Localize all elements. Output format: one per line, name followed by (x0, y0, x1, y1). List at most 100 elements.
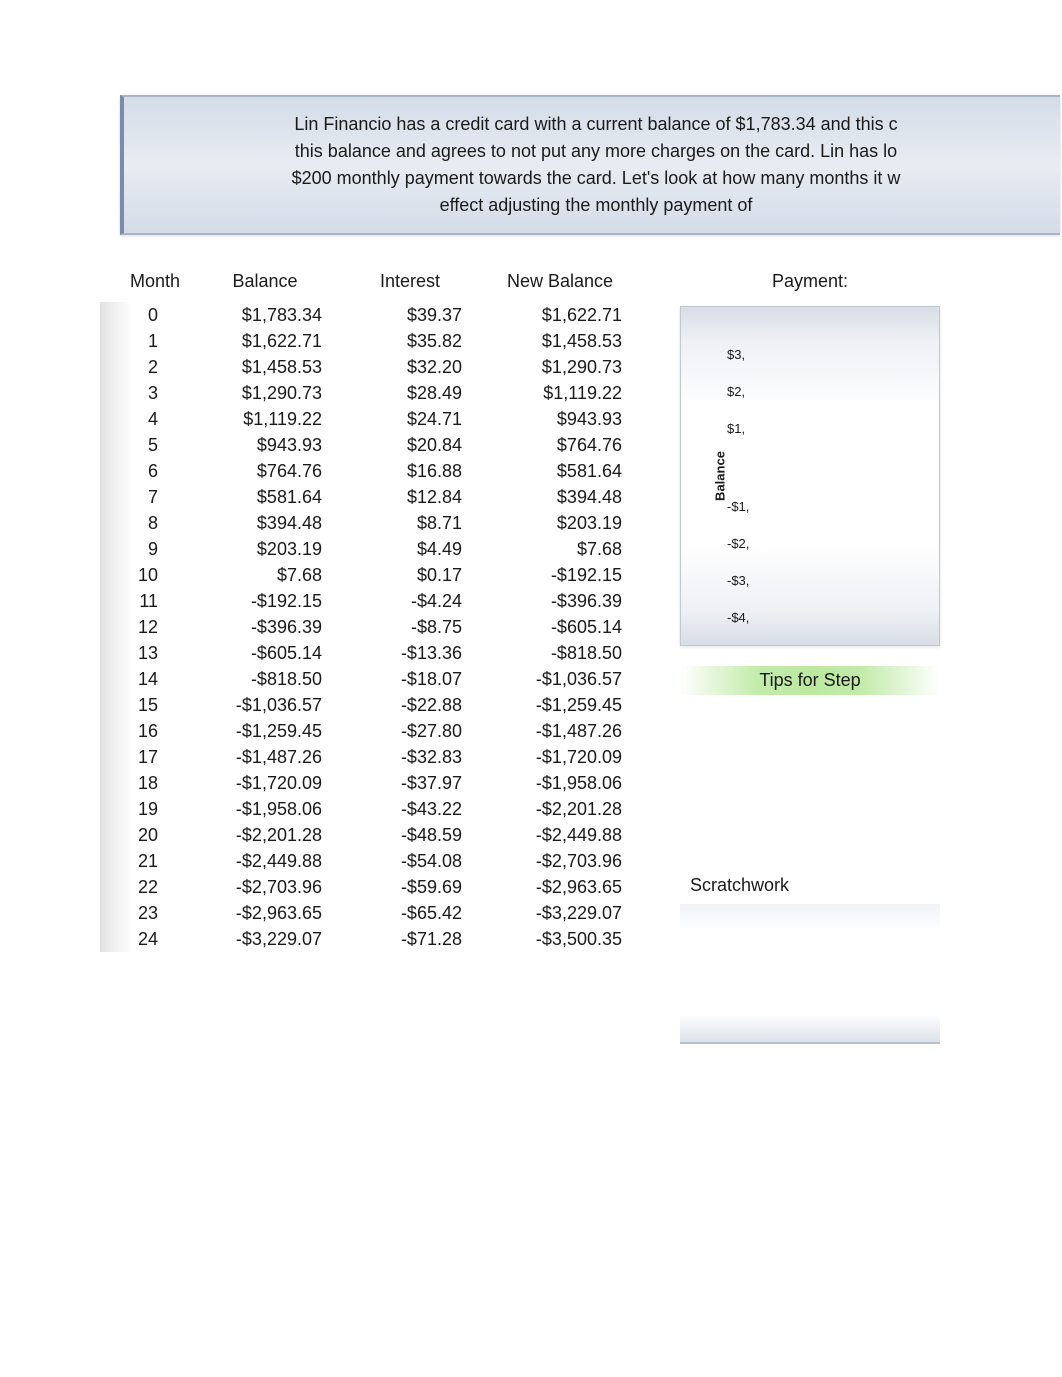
amortization-table-container: Month Balance Interest New Balance 0$1,7… (100, 265, 640, 1044)
table-cell: -$13.36 (340, 640, 480, 666)
y-tick: -$2, (727, 536, 749, 551)
table-cell: -$2,201.28 (190, 822, 340, 848)
table-cell: 15 (100, 692, 190, 718)
table-cell: 18 (100, 770, 190, 796)
table-row: 10$7.68$0.17-$192.15 (100, 562, 640, 588)
table-cell: $1,290.73 (190, 380, 340, 406)
table-cell: 4 (100, 406, 190, 432)
table-cell: -$65.42 (340, 900, 480, 926)
table-cell: 5 (100, 432, 190, 458)
table-row: 2$1,458.53$32.20$1,290.73 (100, 354, 640, 380)
table-cell: $0.17 (340, 562, 480, 588)
table-cell: -$2,963.65 (480, 874, 640, 900)
table-cell: -$1,487.26 (190, 744, 340, 770)
table-cell: 0 (100, 302, 190, 328)
table-cell: 20 (100, 822, 190, 848)
table-row: 16-$1,259.45-$27.80-$1,487.26 (100, 718, 640, 744)
header-balance: Balance (190, 265, 340, 302)
table-row: 3$1,290.73$28.49$1,119.22 (100, 380, 640, 406)
table-cell: -$1,036.57 (190, 692, 340, 718)
table-cell: 13 (100, 640, 190, 666)
table-cell: $8.71 (340, 510, 480, 536)
table-cell: $1,783.34 (190, 302, 340, 328)
table-row: 4$1,119.22$24.71$943.93 (100, 406, 640, 432)
table-cell: -$2,201.28 (480, 796, 640, 822)
table-cell: $1,290.73 (480, 354, 640, 380)
table-cell: -$1,487.26 (480, 718, 640, 744)
table-cell: -$396.39 (480, 588, 640, 614)
table-row: 5$943.93$20.84$764.76 (100, 432, 640, 458)
table-row: 8$394.48$8.71$203.19 (100, 510, 640, 536)
table-cell: $394.48 (480, 484, 640, 510)
intro-line: $200 monthly payment towards the card. L… (142, 165, 1050, 192)
table-cell: -$4.24 (340, 588, 480, 614)
table-cell: $1,458.53 (190, 354, 340, 380)
table-cell: $7.68 (480, 536, 640, 562)
table-cell: 21 (100, 848, 190, 874)
table-cell: -$2,963.65 (190, 900, 340, 926)
table-cell: -$2,703.96 (480, 848, 640, 874)
table-cell: -$1,720.09 (480, 744, 640, 770)
table-cell: $943.93 (190, 432, 340, 458)
table-row: 11-$192.15-$4.24-$396.39 (100, 588, 640, 614)
table-cell: -$48.59 (340, 822, 480, 848)
table-cell: $203.19 (190, 536, 340, 562)
tips-button[interactable]: Tips for Step (680, 666, 940, 695)
table-cell: -$3,229.07 (480, 900, 640, 926)
table-cell: $1,119.22 (480, 380, 640, 406)
y-tick: $1, (727, 421, 749, 436)
table-cell: $764.76 (190, 458, 340, 484)
table-cell: -$818.50 (190, 666, 340, 692)
scratchwork-area[interactable] (680, 904, 940, 1044)
table-row: 20-$2,201.28-$48.59-$2,449.88 (100, 822, 640, 848)
table-cell: -$59.69 (340, 874, 480, 900)
table-cell: 3 (100, 380, 190, 406)
table-cell: 7 (100, 484, 190, 510)
table-cell: -$1,036.57 (480, 666, 640, 692)
table-row: 18-$1,720.09-$37.97-$1,958.06 (100, 770, 640, 796)
table-cell: -$3,229.07 (190, 926, 340, 952)
table-row: 22-$2,703.96-$59.69-$2,963.65 (100, 874, 640, 900)
y-tick: $3, (727, 347, 749, 362)
table-cell: 1 (100, 328, 190, 354)
table-cell: -$1,958.06 (480, 770, 640, 796)
table-cell: -$32.83 (340, 744, 480, 770)
table-cell: $39.37 (340, 302, 480, 328)
intro-line: this balance and agrees to not put any m… (142, 138, 1050, 165)
y-tick: -$4, (727, 610, 749, 625)
header-new-balance: New Balance (480, 265, 640, 302)
table-row: 12-$396.39-$8.75-$605.14 (100, 614, 640, 640)
table-cell: 2 (100, 354, 190, 380)
table-cell: -$8.75 (340, 614, 480, 640)
amortization-table: Month Balance Interest New Balance 0$1,7… (100, 265, 640, 952)
table-cell: -$1,720.09 (190, 770, 340, 796)
scratchwork-label: Scratchwork (680, 875, 940, 896)
table-cell: -$2,449.88 (190, 848, 340, 874)
chart-y-ticks: $3, $2, $1, -$1, -$2, -$3, -$4, (727, 347, 749, 625)
table-cell: $35.82 (340, 328, 480, 354)
table-cell: -$192.15 (480, 562, 640, 588)
intro-panel: Lin Financio has a credit card with a cu… (120, 95, 1060, 235)
table-cell: $203.19 (480, 510, 640, 536)
table-cell: -$22.88 (340, 692, 480, 718)
table-cell: -$818.50 (480, 640, 640, 666)
table-cell: 10 (100, 562, 190, 588)
table-cell: $4.49 (340, 536, 480, 562)
table-cell: -$27.80 (340, 718, 480, 744)
table-cell: -$54.08 (340, 848, 480, 874)
table-cell: -$71.28 (340, 926, 480, 952)
table-cell: $1,458.53 (480, 328, 640, 354)
table-cell: $16.88 (340, 458, 480, 484)
y-tick: -$1, (727, 499, 749, 514)
table-row: 6$764.76$16.88$581.64 (100, 458, 640, 484)
table-row: 23-$2,963.65-$65.42-$3,229.07 (100, 900, 640, 926)
table-cell: 12 (100, 614, 190, 640)
table-row: 21-$2,449.88-$54.08-$2,703.96 (100, 848, 640, 874)
table-row: 7$581.64$12.84$394.48 (100, 484, 640, 510)
table-cell: $581.64 (480, 458, 640, 484)
chart-y-axis-label: Balance (712, 451, 727, 501)
sidebar: Payment: Balance $3, $2, $1, -$1, -$2, -… (680, 265, 940, 1044)
table-cell: -$1,259.45 (480, 692, 640, 718)
table-header-row: Month Balance Interest New Balance (100, 265, 640, 302)
table-cell: $28.49 (340, 380, 480, 406)
